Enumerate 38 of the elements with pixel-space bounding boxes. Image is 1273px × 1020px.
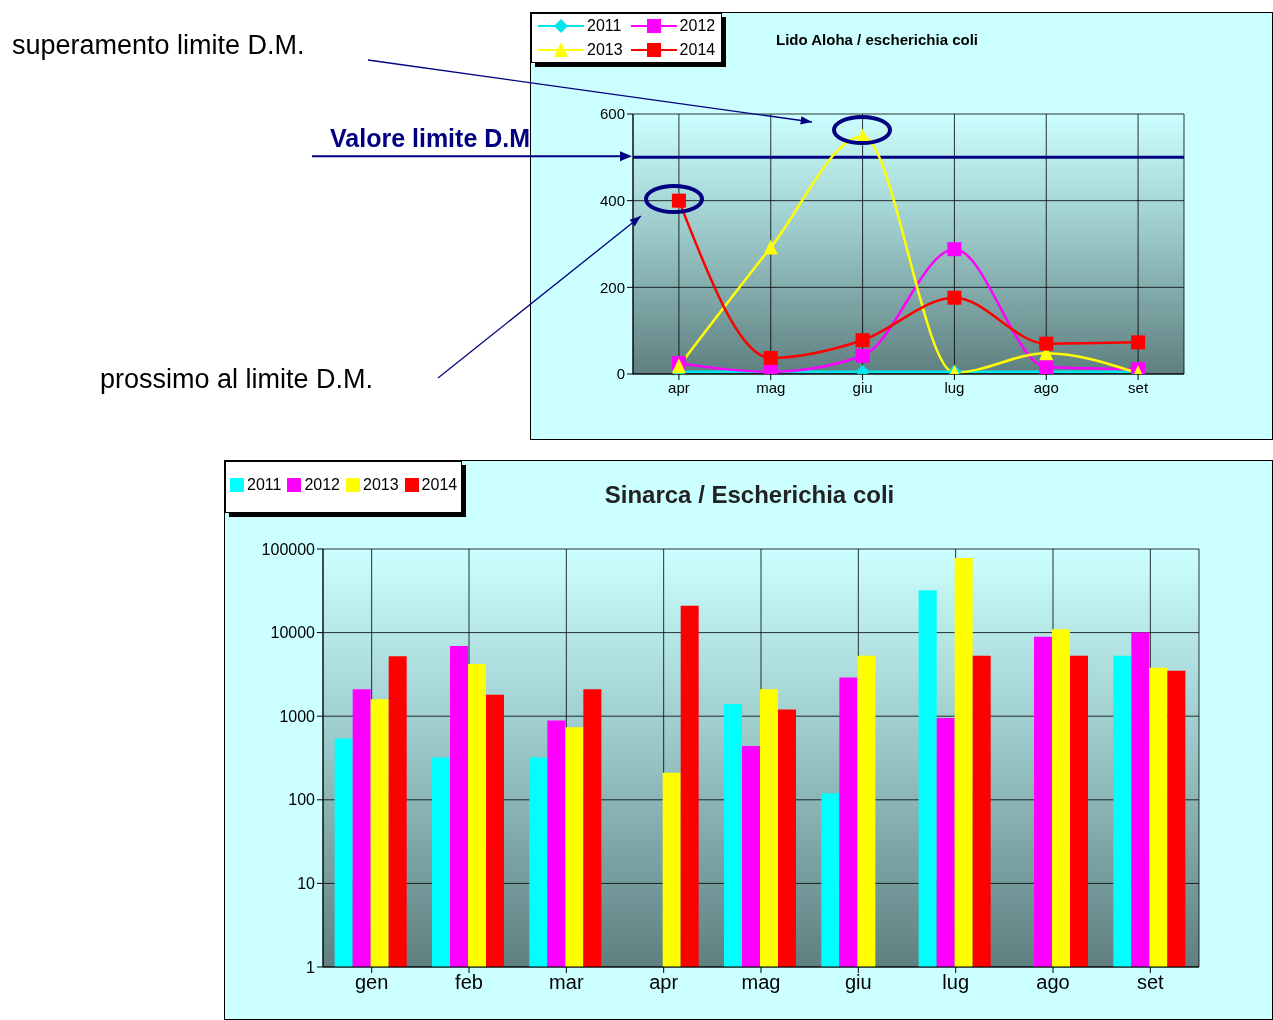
x-tick-label: set bbox=[1128, 378, 1149, 396]
legend-label: 2013 bbox=[363, 476, 399, 494]
text: superamento limite D.M. bbox=[12, 30, 305, 61]
y-tick-label: 10 bbox=[297, 875, 316, 893]
y-tick-label: 1 bbox=[306, 958, 316, 976]
legend-label: 2012 bbox=[679, 17, 716, 35]
x-tick-label: giu bbox=[852, 378, 873, 396]
legend-label: 2013 bbox=[587, 41, 623, 59]
legend-label: 2012 bbox=[304, 476, 340, 494]
x-tick-label: apr bbox=[668, 378, 690, 396]
y-tick-label: 100 bbox=[288, 791, 316, 809]
chart-title: Lido Aloha / escherichia coli bbox=[776, 31, 978, 48]
y-tick-label: 0 bbox=[616, 365, 625, 383]
x-tick-label: feb bbox=[455, 971, 483, 994]
y-tick-label: 10000 bbox=[270, 624, 316, 642]
y-tick-label: 100000 bbox=[261, 540, 316, 558]
x-tick-label: ago bbox=[1036, 971, 1070, 994]
y-tick-label: 400 bbox=[599, 191, 625, 209]
x-tick-label: ago bbox=[1033, 378, 1059, 396]
legend-label: 2014 bbox=[421, 476, 458, 494]
x-tick-label: lug bbox=[942, 971, 970, 994]
x-tick-label: apr bbox=[649, 971, 679, 994]
x-tick-label: lug bbox=[944, 378, 965, 396]
y-tick-label: 200 bbox=[599, 278, 625, 296]
x-tick-label: gen bbox=[354, 971, 389, 994]
y-tick-label: 600 bbox=[599, 105, 625, 123]
x-tick-label: giu bbox=[844, 971, 872, 994]
x-tick-label: mag bbox=[756, 378, 786, 396]
x-tick-label: mag bbox=[741, 971, 781, 994]
ref-line-label: Valore limite D.M bbox=[330, 124, 531, 154]
x-tick-label: mar bbox=[549, 971, 584, 994]
text: prossimo al limite D.M. bbox=[100, 364, 374, 395]
legend-label: 2011 bbox=[587, 17, 622, 35]
chart-title: Sinarca / Escherichia coli bbox=[604, 481, 895, 508]
x-tick-label: set bbox=[1136, 971, 1165, 994]
legend-label: 2014 bbox=[679, 41, 716, 59]
y-tick-label: 1000 bbox=[279, 707, 316, 725]
legend-label: 2011 bbox=[247, 476, 282, 494]
